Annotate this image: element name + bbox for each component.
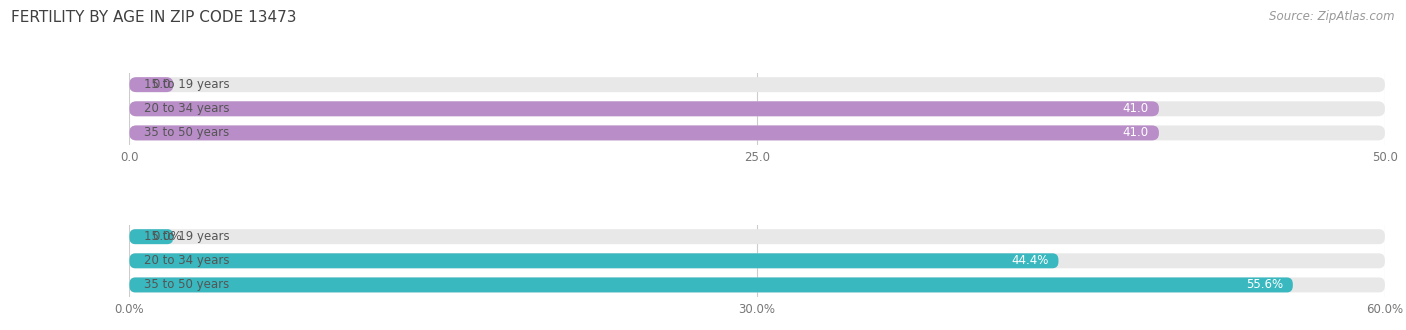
Text: 44.4%: 44.4% — [1011, 254, 1049, 267]
FancyBboxPatch shape — [129, 101, 1385, 116]
FancyBboxPatch shape — [129, 253, 1385, 268]
Text: FERTILITY BY AGE IN ZIP CODE 13473: FERTILITY BY AGE IN ZIP CODE 13473 — [11, 10, 297, 25]
Text: 35 to 50 years: 35 to 50 years — [145, 279, 229, 291]
FancyBboxPatch shape — [129, 229, 173, 244]
Text: 20 to 34 years: 20 to 34 years — [145, 102, 231, 115]
FancyBboxPatch shape — [129, 125, 1385, 140]
Text: 20 to 34 years: 20 to 34 years — [145, 254, 231, 267]
FancyBboxPatch shape — [129, 77, 1385, 92]
Text: 0.0: 0.0 — [152, 78, 170, 91]
FancyBboxPatch shape — [129, 125, 1159, 140]
FancyBboxPatch shape — [129, 278, 1294, 292]
FancyBboxPatch shape — [129, 229, 1385, 244]
Text: 41.0: 41.0 — [1123, 102, 1149, 115]
Text: 55.6%: 55.6% — [1246, 279, 1282, 291]
Text: 41.0: 41.0 — [1123, 126, 1149, 139]
Text: Source: ZipAtlas.com: Source: ZipAtlas.com — [1270, 10, 1395, 23]
Text: 35 to 50 years: 35 to 50 years — [145, 126, 229, 139]
FancyBboxPatch shape — [129, 253, 1059, 268]
Text: 0.0%: 0.0% — [152, 230, 181, 243]
Text: 15 to 19 years: 15 to 19 years — [145, 78, 231, 91]
Text: 15 to 19 years: 15 to 19 years — [145, 230, 231, 243]
FancyBboxPatch shape — [129, 278, 1385, 292]
FancyBboxPatch shape — [129, 101, 1159, 116]
FancyBboxPatch shape — [129, 77, 173, 92]
